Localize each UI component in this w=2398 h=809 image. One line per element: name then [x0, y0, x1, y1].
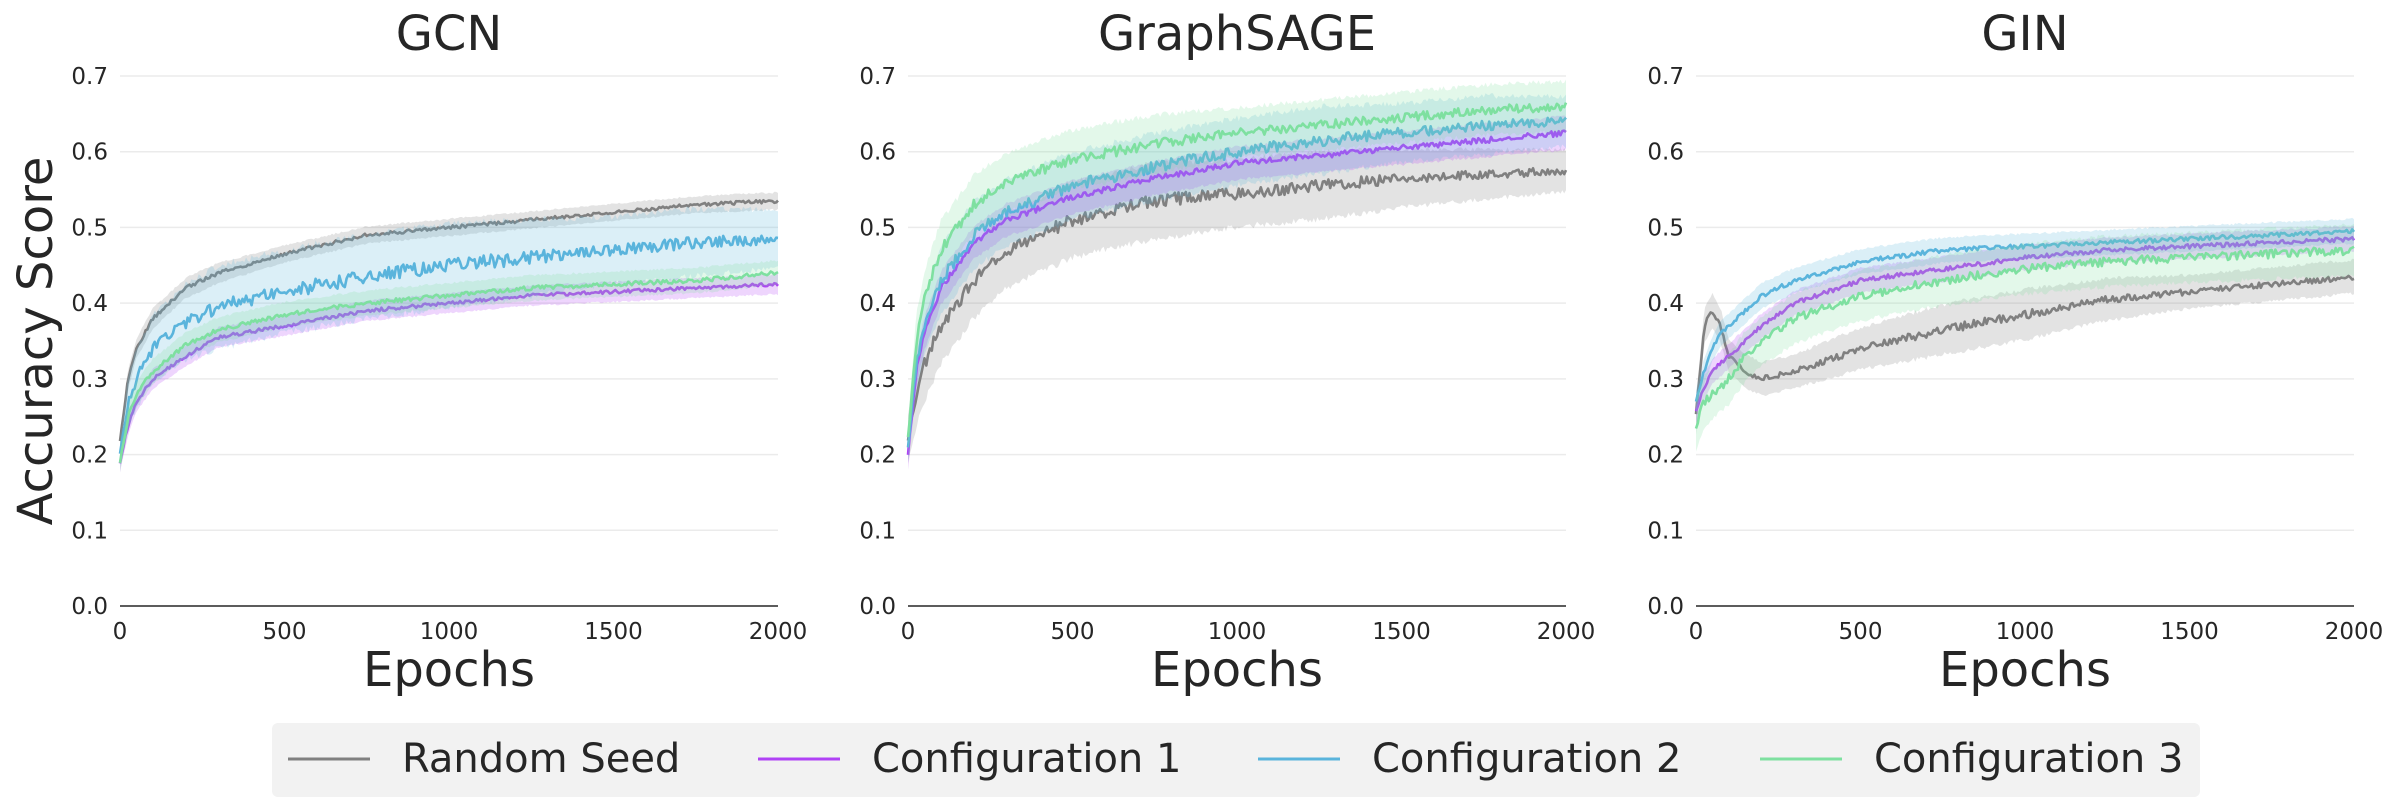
y-tick-label: 0.3: [859, 367, 896, 393]
series-line: [1694, 274, 2355, 415]
panel-gcn: 0.0 0.1 0.2 0.3 0.4 0.5 0.6 0.7 0 500 1000 1500 2000…: [8, 6, 807, 698]
series-line: [906, 129, 1567, 455]
series-line: [906, 102, 1568, 438]
x-axis-label: Epochs: [363, 642, 535, 698]
legend-item: Random Seed: [288, 736, 680, 782]
series-line: [906, 116, 1567, 448]
y-tick-label: 0.6: [859, 140, 896, 166]
series-configuration-2: [118, 206, 779, 467]
panel-graphsage: 0.0 0.1 0.2 0.3 0.4 0.5 0.6 0.7 0 500 1000 1500 2000…: [859, 6, 1595, 698]
series-line: [1694, 228, 2356, 402]
series-configuration-1: [906, 115, 1567, 470]
x-tick-label: 0: [901, 619, 916, 645]
series-configuration-3: [1694, 223, 2355, 452]
x-tick-label: 2000: [2325, 619, 2384, 645]
y-tick-label: 0.4: [71, 291, 108, 317]
confidence-band: [1696, 258, 2354, 435]
confidence-band: [1696, 225, 2354, 423]
series-random-seed: [118, 191, 779, 449]
legend-label: Configuration 3: [1874, 736, 2183, 782]
confidence-band: [1696, 223, 2354, 452]
legend: Random Seed Configuration 1 Configuration …: [272, 723, 2200, 797]
y-tick-label: 0.5: [1647, 215, 1684, 241]
confidence-band: [908, 115, 1566, 470]
x-tick-label: 0: [1689, 619, 1704, 645]
x-tick-label: 1500: [1372, 619, 1431, 645]
y-tick-label: 0.4: [1647, 291, 1684, 317]
y-tick-label: 0.6: [71, 140, 108, 166]
series-configuration-3: [118, 259, 779, 473]
y-tick-label: 0.7: [1647, 64, 1684, 90]
x-tick-label: 1000: [420, 619, 479, 645]
series-configuration-1: [1694, 225, 2356, 423]
panel-title: GCN: [396, 6, 503, 62]
series-random-seed: [1694, 258, 2355, 435]
confidence-band: [120, 191, 778, 449]
legend-item: Configuration 1: [758, 736, 1181, 782]
x-tick-label: 0: [113, 619, 128, 645]
legend-label: Random Seed: [402, 736, 680, 782]
series-line: [1694, 245, 2355, 429]
y-tick-label: 0.5: [71, 215, 108, 241]
y-tick-label: 0.7: [859, 64, 896, 90]
x-tick-label: 500: [263, 619, 307, 645]
y-tick-label: 0.0: [71, 594, 108, 620]
x-tick-label: 500: [1839, 619, 1883, 645]
confidence-band: [120, 206, 778, 467]
series-configuration-1: [118, 273, 779, 473]
series-random-seed: [906, 146, 1568, 464]
y-tick-label: 0.1: [71, 518, 108, 544]
series-configuration-2: [1694, 217, 2356, 413]
series-line: [118, 270, 779, 464]
legend-item: Configuration 2: [1258, 736, 1681, 782]
confidence-band: [120, 259, 778, 473]
y-tick-label: 0.2: [859, 443, 896, 469]
x-tick-label: 2000: [1537, 619, 1596, 645]
y-tick-label: 0.2: [71, 443, 108, 469]
series-line: [118, 234, 779, 454]
y-tick-label: 0.4: [859, 291, 896, 317]
y-tick-label: 0.6: [1647, 140, 1684, 166]
x-axis-label: Epochs: [1939, 642, 2111, 698]
legend-box: [272, 723, 2200, 797]
x-tick-label: 1000: [1996, 619, 2055, 645]
y-tick-label: 0.3: [71, 367, 108, 393]
panels: 0.0 0.1 0.2 0.3 0.4 0.5 0.6 0.7 0 500 1000 1500 2000…: [8, 6, 2383, 698]
x-tick-label: 2000: [749, 619, 808, 645]
series-line: [118, 281, 779, 464]
y-tick-label: 0.3: [1647, 367, 1684, 393]
x-tick-label: 1500: [2160, 619, 2219, 645]
legend-label: Configuration 1: [872, 736, 1181, 782]
y-axis-label: Accuracy Score: [8, 157, 64, 526]
confidence-band: [1696, 217, 2354, 413]
x-tick-label: 1000: [1208, 619, 1267, 645]
panel-title: GIN: [1981, 6, 2068, 62]
y-tick-label: 0.0: [859, 594, 896, 620]
confidence-band: [908, 79, 1566, 458]
series-line: [1694, 236, 2356, 412]
confidence-band: [120, 273, 778, 473]
panel-gin: 0.0 0.1 0.2 0.3 0.4 0.5 0.6 0.7 0 500 1000 1500 2000…: [1647, 6, 2383, 698]
y-tick-label: 0.1: [859, 518, 896, 544]
x-tick-label: 500: [1051, 619, 1095, 645]
panel-title: GraphSAGE: [1098, 6, 1376, 62]
series-line: [118, 199, 779, 442]
y-tick-label: 0.2: [1647, 443, 1684, 469]
legend-item: Configuration 3: [1760, 736, 2183, 782]
series-configuration-3: [906, 79, 1568, 458]
y-tick-label: 0.5: [859, 215, 896, 241]
series-line: [906, 167, 1568, 441]
x-tick-label: 1500: [584, 619, 643, 645]
y-tick-label: 0.1: [1647, 518, 1684, 544]
y-tick-label: 0.7: [71, 64, 108, 90]
x-axis-label: Epochs: [1151, 642, 1323, 698]
legend-label: Configuration 2: [1372, 736, 1681, 782]
y-tick-label: 0.0: [1647, 594, 1684, 620]
series-configuration-2: [906, 93, 1567, 463]
